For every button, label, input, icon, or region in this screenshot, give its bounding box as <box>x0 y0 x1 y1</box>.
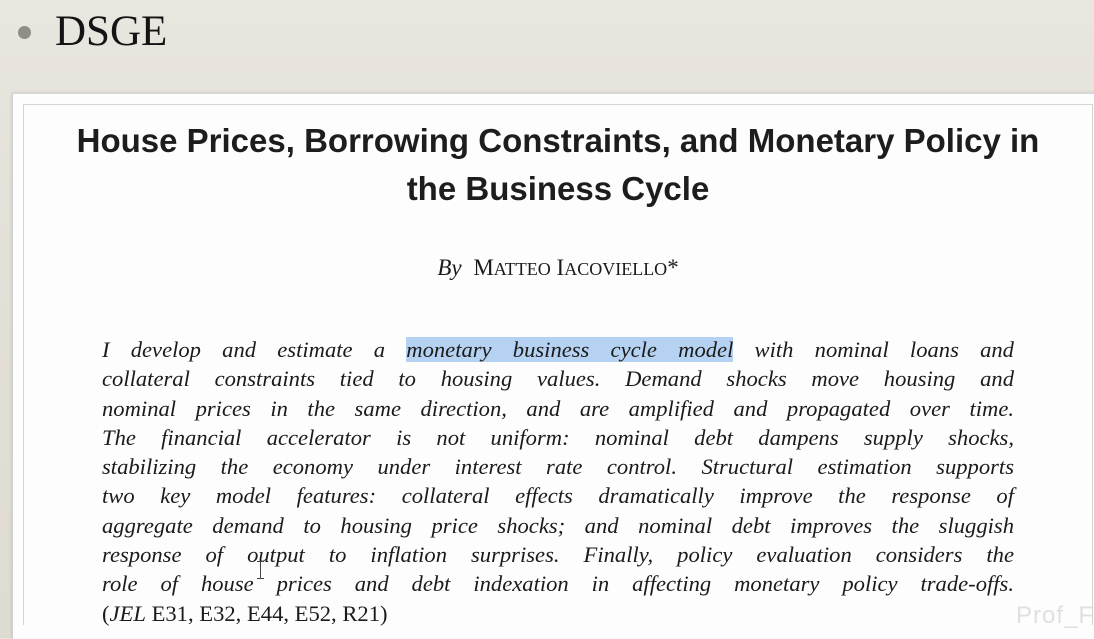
jel-code-list: E31, E32, E44, E52, R21) <box>145 600 388 626</box>
watermark: Prof_F <box>1015 602 1094 629</box>
abstract-line-6: two key model features: collateral effec… <box>102 483 1014 509</box>
jel-open-paren: ( <box>102 600 110 626</box>
abstract-line-7: aggregate demand to housing price shocks… <box>102 512 1014 538</box>
slide-bullet-text: DSGE <box>55 8 168 55</box>
slide-bullet-row: DSGE <box>0 0 1094 88</box>
abstract[interactable]: I develop and estimate a monetary busine… <box>102 335 1014 628</box>
author-byline: By MATTEO IACOVIELLO* <box>24 255 1092 281</box>
abstract-line-3: nominal prices in the same direction, an… <box>102 395 1014 421</box>
author-first-initial: M <box>473 255 494 280</box>
abstract-line-2: collateral constraints tied to housing v… <box>102 366 1014 392</box>
abstract-line-9: role of house prices and debt indexation… <box>102 571 1014 597</box>
abstract-line-4: The financial accelerator is not uniform… <box>102 424 1014 450</box>
paper-screenshot: House Prices, Borrowing Constraints, and… <box>12 93 1094 639</box>
byline-by: By <box>437 255 462 280</box>
author-footnote-mark: * <box>667 255 679 280</box>
abstract-line-5: stabilizing the economy under interest r… <box>102 454 1014 480</box>
paper-title-line-1: House Prices, Borrowing Constraints, and… <box>76 122 1040 159</box>
author-last-initial: I <box>556 255 565 280</box>
jel-label: JEL <box>109 600 146 626</box>
author-first-rest: ATTEO <box>493 259 551 279</box>
abstract-line-8: response of output to inflation surprise… <box>102 542 1014 568</box>
abstract-line-1-post: with nominal loans and <box>733 337 1014 362</box>
paper-title: House Prices, Borrowing Constraints, and… <box>24 117 1092 213</box>
author-last-rest: ACOVIELLO <box>564 259 668 279</box>
text-ibeam-cursor-icon <box>256 561 266 579</box>
abstract-line-1-pre: I develop and estimate a <box>102 337 407 362</box>
abstract-line-1: I develop and estimate a monetary busine… <box>102 335 1014 364</box>
paper-page: House Prices, Borrowing Constraints, and… <box>23 104 1093 628</box>
paper-title-line-2: the Business Cycle <box>406 170 710 207</box>
bullet-dot-icon <box>18 26 31 39</box>
jel-codes: (JEL E31, E32, E44, E52, R21) <box>102 599 1014 628</box>
selected-text-highlight[interactable]: monetary business cycle model <box>406 337 734 362</box>
